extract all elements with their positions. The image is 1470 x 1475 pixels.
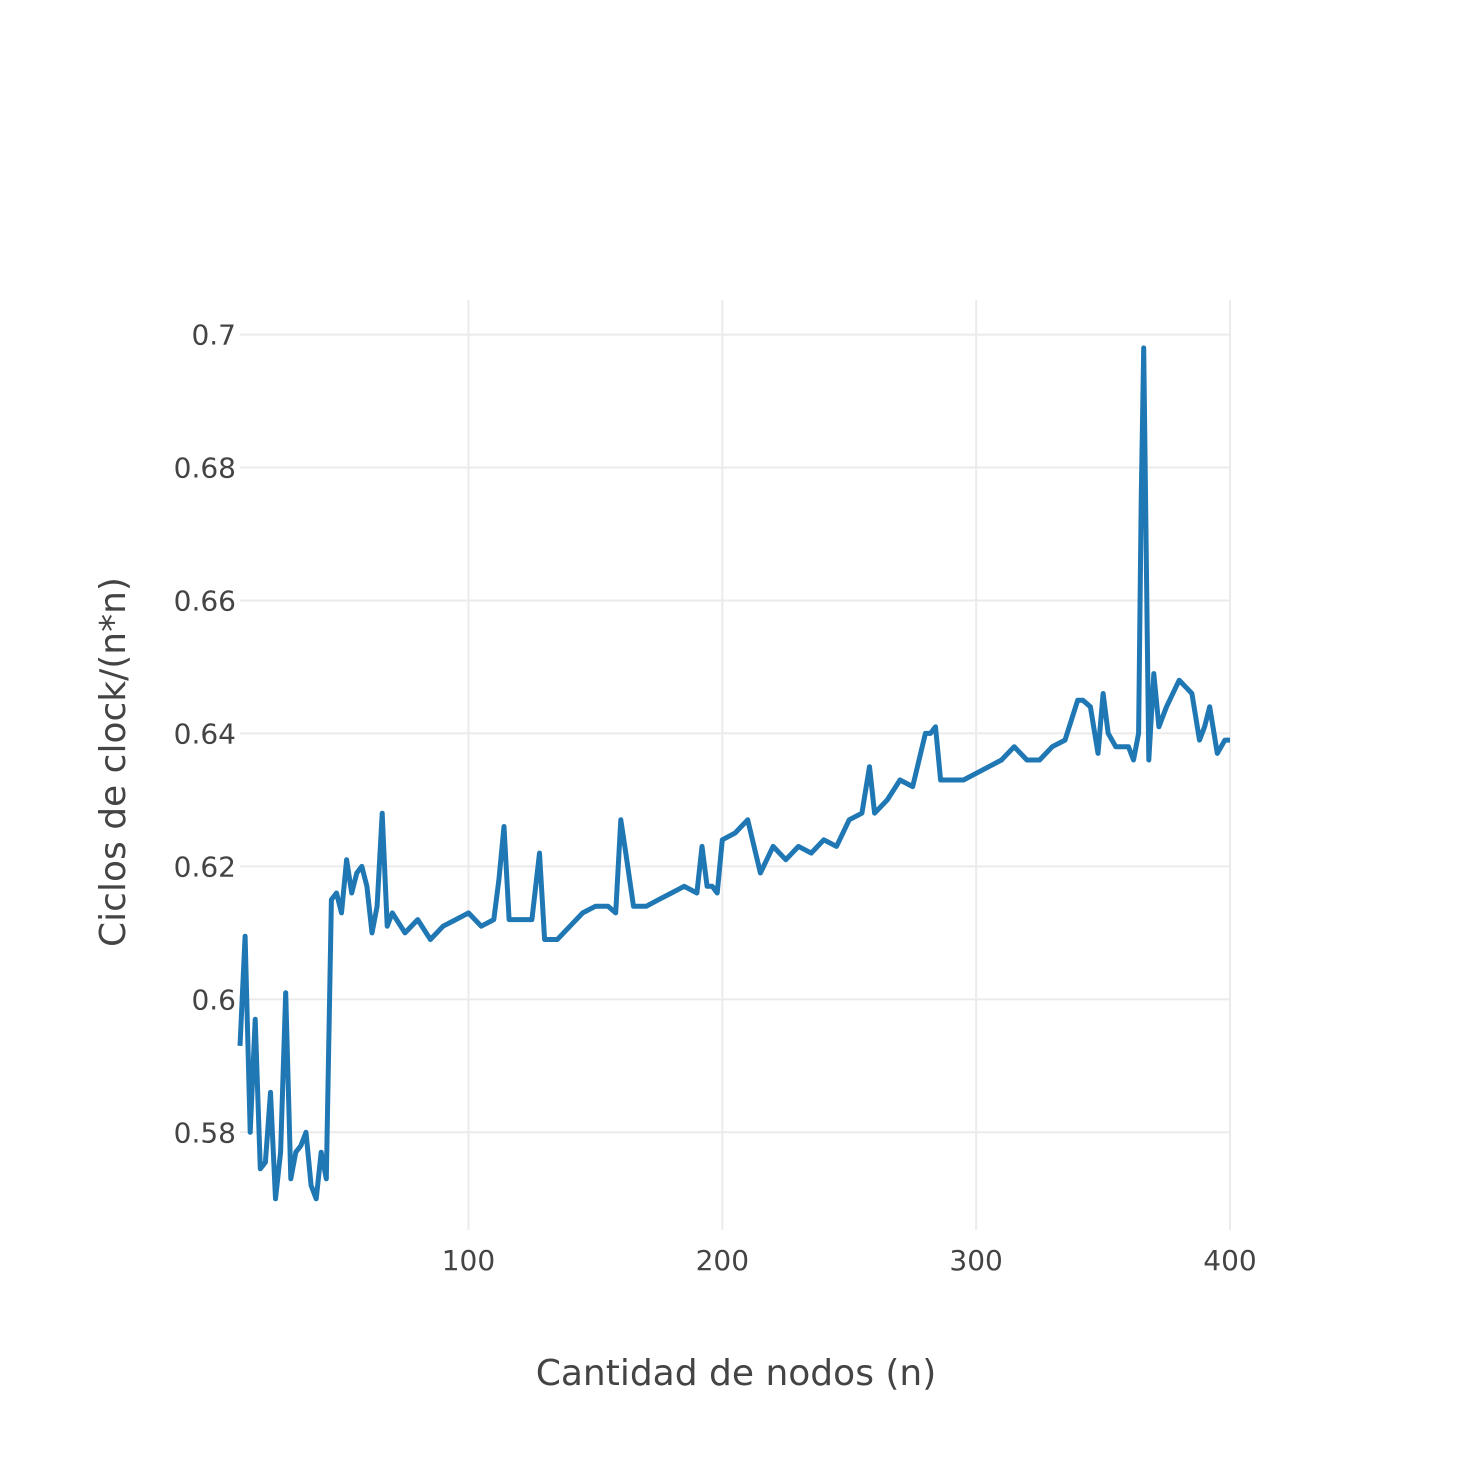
x-tick-label: 200 [696, 1244, 749, 1277]
series-line [240, 348, 1230, 1199]
y-tick-label: 0.58 [174, 1116, 236, 1149]
y-tick-labels: 0.58 0.6 0.62 0.64 0.66 0.68 0.7 [174, 319, 236, 1150]
x-tick-label: 400 [1203, 1244, 1256, 1277]
y-tick-label: 0.68 [174, 452, 236, 485]
x-tick-label: 100 [442, 1244, 495, 1277]
x-axis-title: Cantidad de nodos (n) [536, 1353, 937, 1394]
gridlines [240, 300, 1230, 1230]
y-tick-label: 0.62 [174, 850, 236, 883]
y-tick-label: 0.64 [174, 717, 236, 750]
y-tick-label: 0.7 [191, 319, 236, 352]
y-tick-label: 0.66 [174, 584, 236, 617]
x-tick-label: 300 [949, 1244, 1002, 1277]
y-tick-label: 0.6 [191, 983, 236, 1016]
y-axis-title: Ciclos de clock/(n*n) [93, 577, 134, 947]
x-tick-labels: 100 200 300 400 [442, 1244, 1257, 1277]
series-layer [240, 348, 1230, 1199]
